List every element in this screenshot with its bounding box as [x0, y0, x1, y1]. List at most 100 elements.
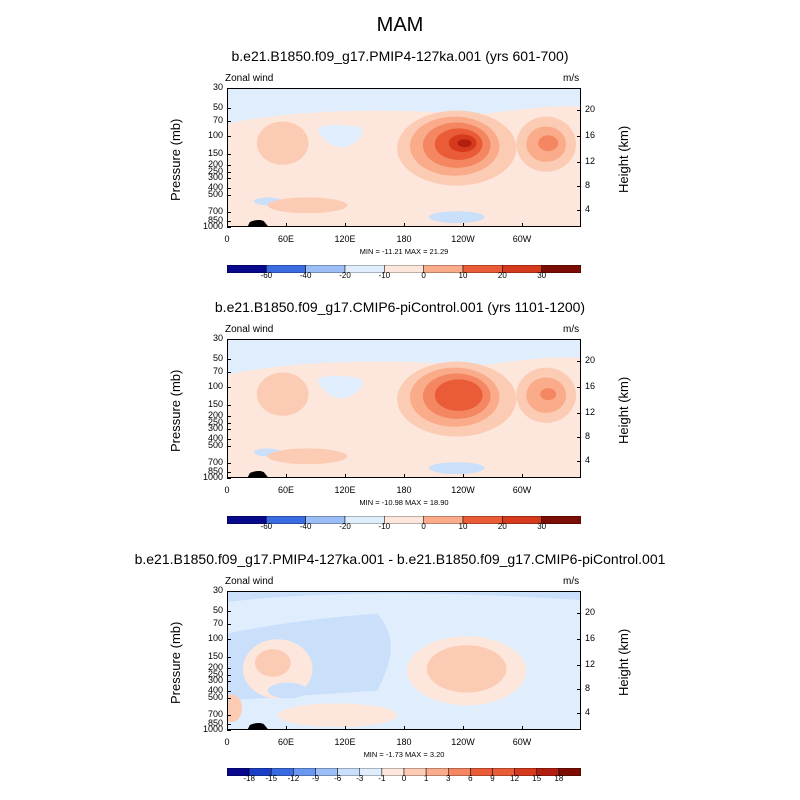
x-tick-label: 120W [451, 234, 475, 244]
contour-plot [227, 339, 581, 478]
y-tick-label: 70 [212, 366, 223, 376]
y-tick [227, 165, 231, 166]
y-tick-label: 30 [212, 82, 223, 92]
x-tick [345, 223, 346, 227]
right-axis-title: Height (km) [616, 628, 631, 696]
right-axis-title: Height (km) [616, 125, 631, 193]
right-tick-label: 8 [585, 431, 591, 441]
y-tick-label: 250 [207, 166, 223, 176]
colorbar-label: 0 [401, 774, 407, 783]
x-tick-label: 120W [451, 737, 475, 747]
right-tick [577, 689, 581, 690]
x-tick-label: 60W [512, 737, 532, 747]
contour-plot [227, 591, 581, 730]
unit-label: m/s [563, 576, 580, 587]
y-tick-label: 400 [207, 182, 223, 192]
x-tick-label: 180 [396, 737, 412, 747]
figure-title: MAM [376, 14, 424, 36]
y-tick [227, 675, 231, 676]
right-tick [577, 713, 581, 714]
right-tick [577, 461, 581, 462]
right-tick-label: 4 [585, 707, 591, 717]
right-tick-label: 12 [585, 407, 596, 417]
min-max-stats: MIN = -1.73 MAX = 3.20 [363, 750, 445, 759]
y-tick-label: 850 [207, 718, 223, 728]
colorbar-container [226, 260, 582, 274]
field-negative-patch [317, 124, 363, 148]
y-tick-label: 50 [212, 102, 223, 112]
x-tick-label: 180 [396, 485, 412, 495]
colorbar-label: -10 [378, 522, 391, 531]
y-tick [227, 372, 231, 373]
right-tick-label: 16 [585, 130, 596, 140]
y-tick [227, 136, 231, 137]
field-jet-east-core [538, 135, 559, 152]
field-diff-left-edge [228, 694, 242, 723]
x-tick [227, 223, 228, 227]
y-tick [227, 178, 231, 179]
x-tick-label: 60E [277, 234, 294, 244]
y-tick [227, 221, 231, 222]
y-tick-label: 150 [207, 651, 223, 661]
y-tick [227, 88, 231, 89]
x-tick [404, 223, 405, 227]
right-tick-label: 20 [585, 104, 596, 114]
y-tick-label: 700 [207, 709, 223, 719]
y-tick-label: 200 [207, 159, 223, 169]
x-tick [463, 223, 464, 227]
y-tick-label: 300 [207, 423, 223, 433]
y-tick-label: 50 [212, 605, 223, 615]
x-tick [404, 474, 405, 478]
y-tick-label: 1000 [202, 221, 223, 231]
colorbar-label: 10 [458, 271, 468, 280]
x-tick [522, 726, 523, 730]
y-tick [227, 611, 231, 612]
right-tick [577, 186, 581, 187]
y-tick [227, 698, 231, 699]
variable-label: Zonal wind [225, 324, 274, 335]
right-tick-label: 12 [585, 659, 596, 669]
panel-3: b.e21.B1850.f09_g17.PMIP4-127ka.001 - b.… [0, 551, 800, 791]
colorbar-label: 30 [537, 271, 547, 280]
colorbar-label: -6 [334, 774, 342, 783]
y-tick [227, 446, 231, 447]
y-tick [227, 668, 231, 669]
field-jet-west-outer [256, 121, 309, 165]
y-tick-label: 100 [207, 381, 223, 391]
unit-label: m/s [563, 324, 580, 335]
y-tick [227, 121, 231, 122]
y-axis-title: Pressure (mb) [168, 118, 183, 201]
y-tick [227, 478, 231, 479]
topography [247, 722, 268, 729]
y-tick-label: 100 [207, 633, 223, 643]
colorbar-label: 20 [497, 271, 507, 280]
colorbar-label: 0 [421, 522, 426, 531]
field-lower-west [267, 448, 348, 465]
right-tick-label: 8 [585, 683, 591, 693]
y-tick-label: 30 [212, 585, 223, 595]
right-tick-label: 4 [585, 455, 591, 465]
colorbar-label: 18 [554, 774, 564, 783]
colorbar-label: -18 [243, 774, 255, 783]
x-tick [286, 474, 287, 478]
y-tick [227, 463, 231, 464]
x-tick [227, 726, 228, 730]
colorbar-label: 9 [490, 774, 495, 783]
y-axis-title: Pressure (mb) [168, 369, 183, 452]
colorbar-1 [226, 264, 582, 274]
y-tick [227, 730, 231, 731]
y-tick-label: 250 [207, 669, 223, 679]
x-tick-label: 60E [277, 485, 294, 495]
contour-field [228, 592, 580, 729]
colorbar-label: -20 [339, 271, 351, 280]
y-tick-label: 30 [212, 333, 223, 343]
y-tick-label: 700 [207, 457, 223, 467]
colorbar-label: 10 [458, 522, 468, 531]
right-tick [577, 136, 581, 137]
colorbar-label: -20 [339, 522, 351, 531]
x-tick-label: 120W [451, 485, 475, 495]
colorbar-label: -40 [299, 271, 312, 280]
x-tick-label: 120E [334, 234, 356, 244]
y-tick [227, 423, 231, 424]
y-tick [227, 439, 231, 440]
